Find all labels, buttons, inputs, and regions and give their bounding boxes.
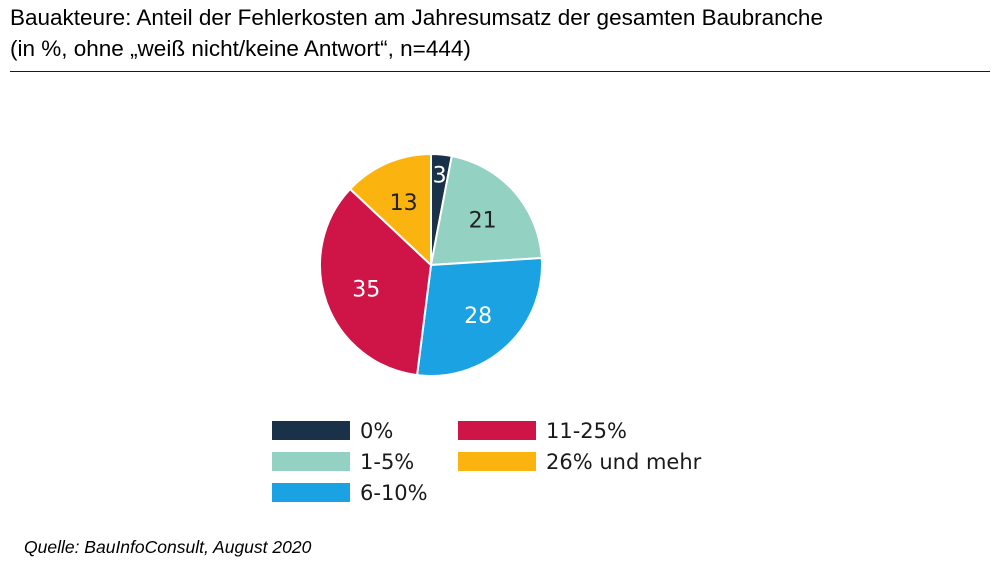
legend-label-1-5pct: 1-5% — [360, 450, 414, 474]
legend-swatch-6-10pct — [272, 483, 350, 502]
chart-title-block: Bauakteure: Anteil der Fehlerkosten am J… — [10, 2, 990, 64]
legend-swatch-26pct-und-mehr — [458, 452, 536, 471]
data-label-0pct: 3 — [433, 163, 447, 188]
data-label-11-25pct: 35 — [352, 277, 380, 302]
legend-swatch-1-5pct — [272, 452, 350, 471]
pie-slice-1-5pct — [429, 154, 543, 267]
legend-label-26pct-und-mehr: 26% und mehr — [546, 450, 702, 474]
source-note: Quelle: BauInfoConsult, August 2020 — [24, 537, 312, 557]
legend-swatch-0pct — [272, 421, 350, 440]
pie-slice-6-10pct — [415, 256, 543, 377]
legend-label-0pct: 0% — [360, 419, 393, 443]
legend-label-11-25pct: 11-25% — [546, 419, 627, 443]
data-label-6-10pct: 28 — [464, 304, 492, 329]
chart-subtitle: (in %, ohne „weiß nicht/keine Antwort“, … — [10, 36, 471, 61]
legend-label-6-10pct: 6-10% — [360, 481, 428, 505]
title-divider — [10, 71, 990, 72]
data-label-26pct-und-mehr: 13 — [390, 191, 418, 216]
legend-swatch-11-25pct — [458, 421, 536, 440]
data-label-1-5pct: 21 — [469, 208, 497, 233]
pie-slice-26pct-und-mehr — [348, 152, 432, 268]
pie-slice-11-25pct — [319, 187, 433, 377]
chart-title: Bauakteure: Anteil der Fehlerkosten am J… — [10, 5, 823, 30]
